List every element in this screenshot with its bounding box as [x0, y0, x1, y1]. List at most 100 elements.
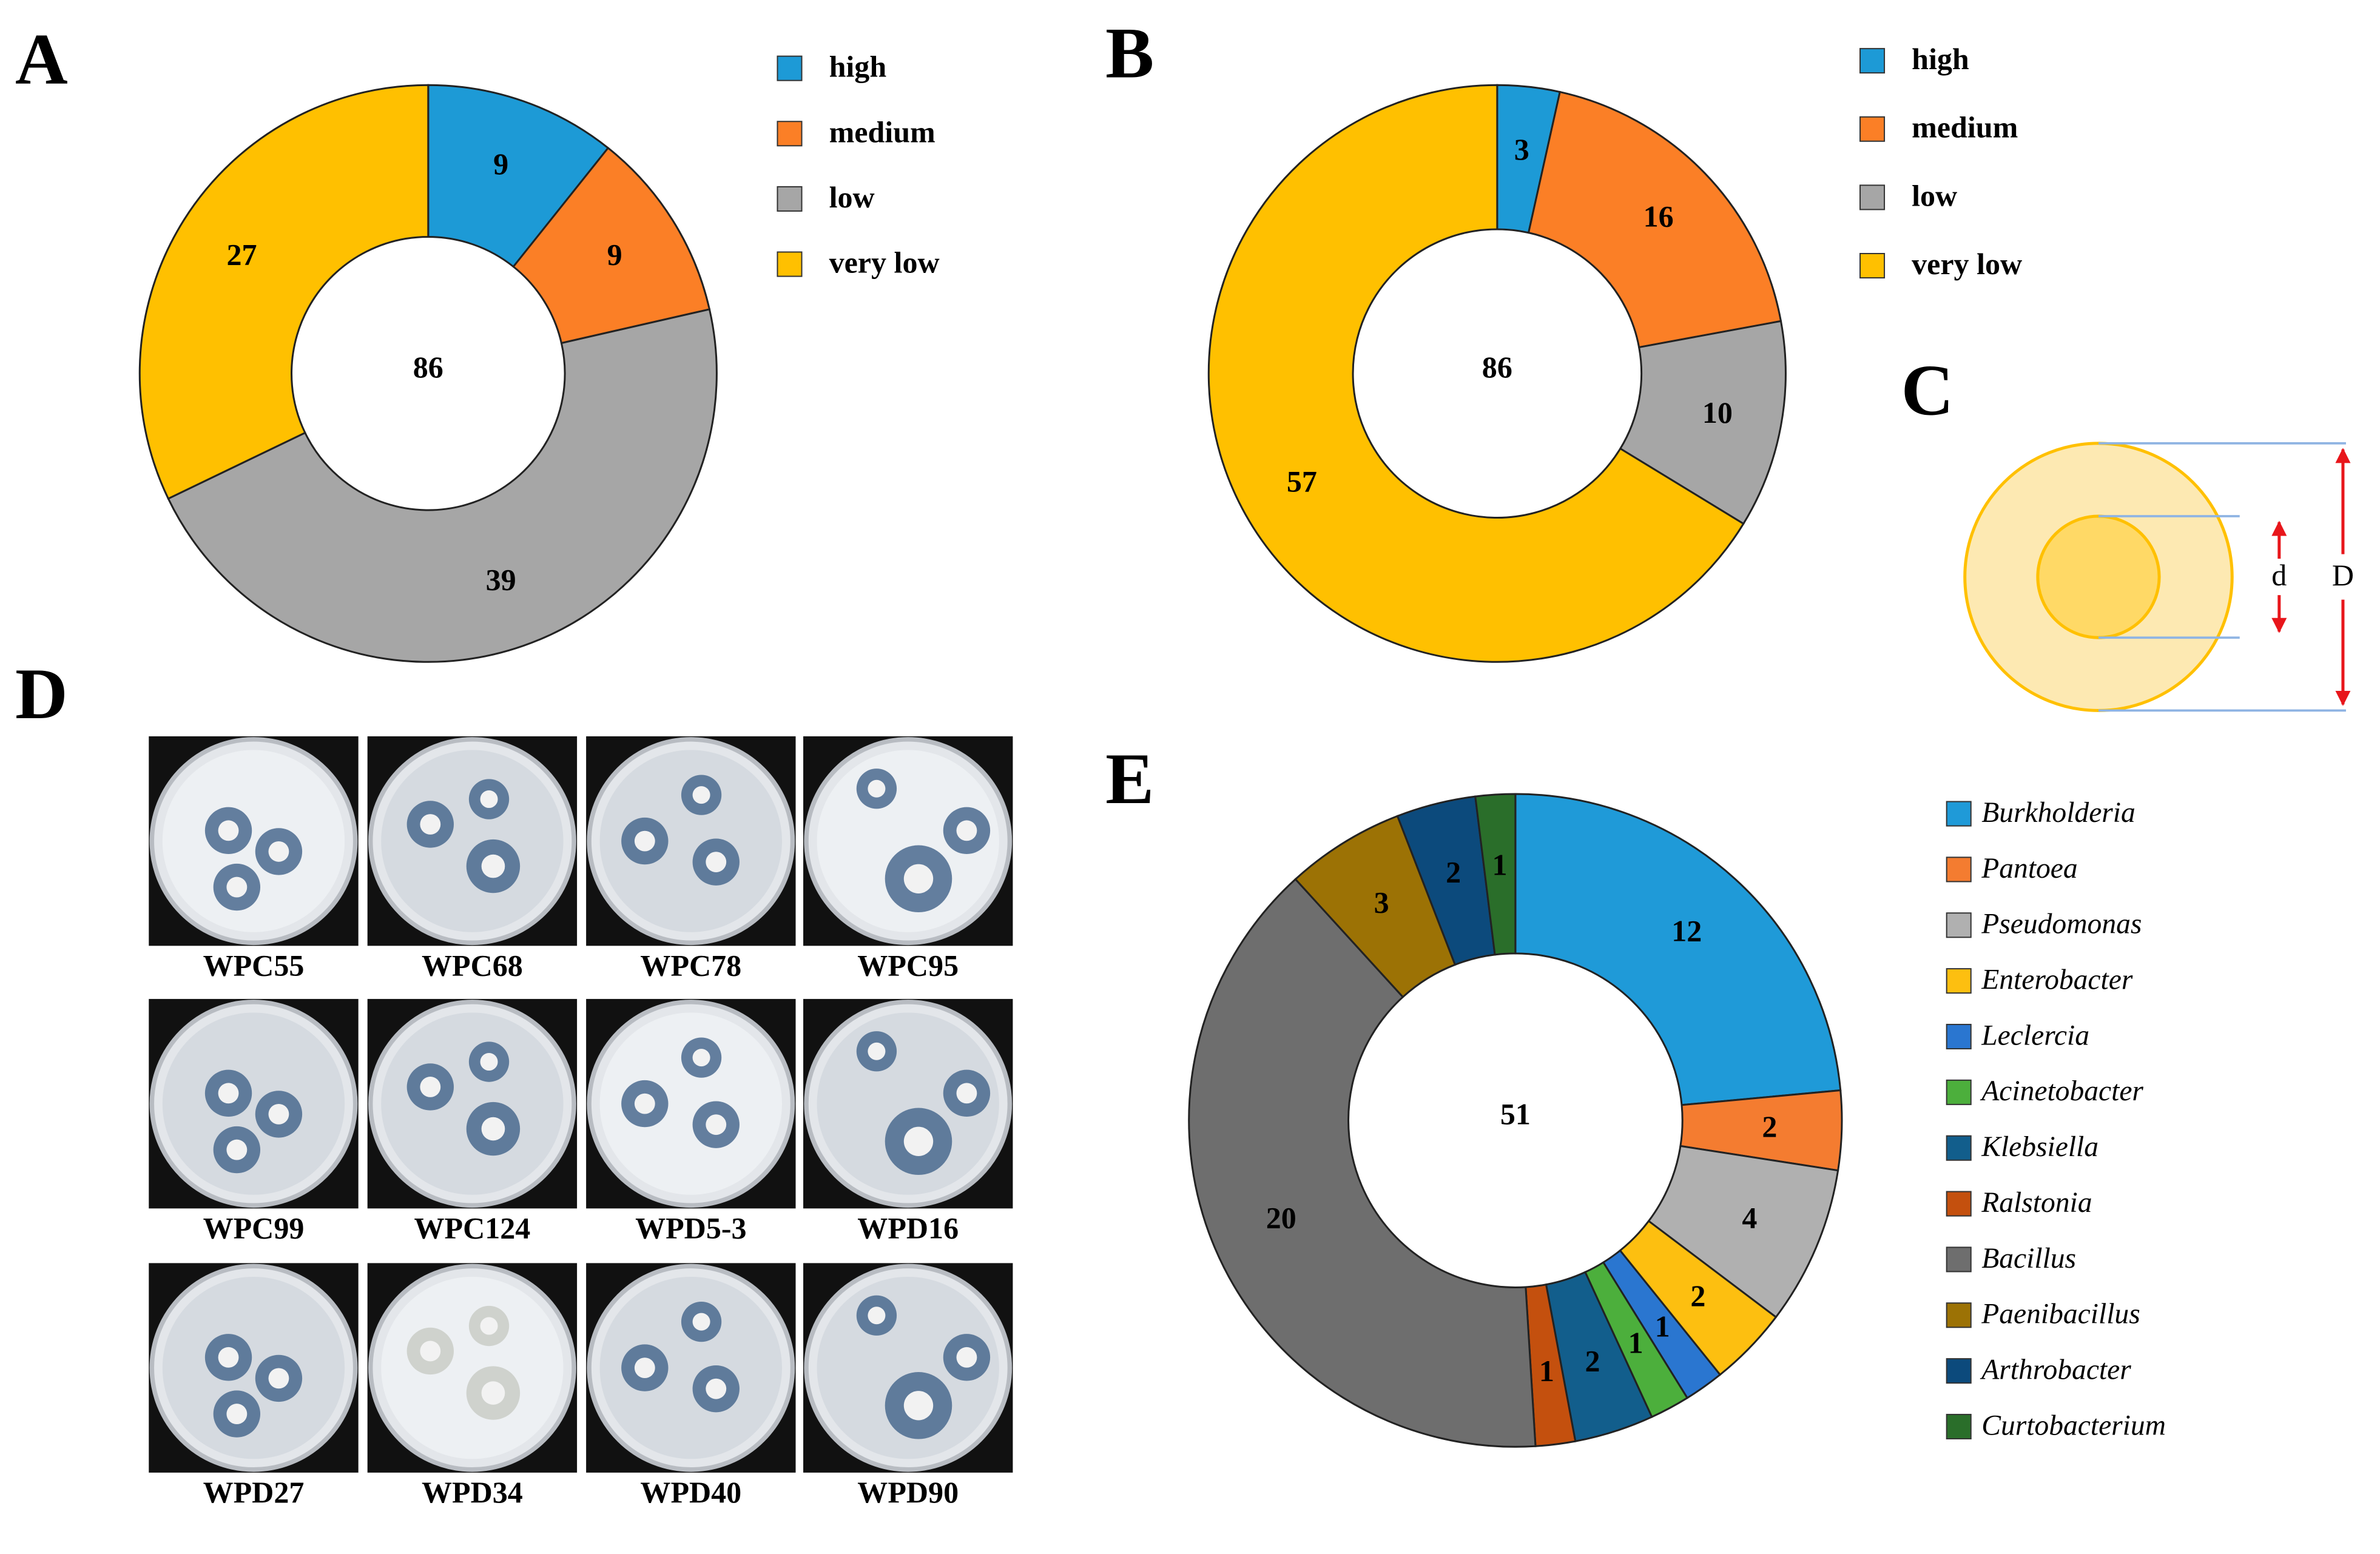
diagram-label: D — [2332, 558, 2354, 592]
legend-entry: high — [1912, 42, 1969, 76]
data-label: 9 — [493, 147, 508, 181]
photo-caption: WPC68 — [422, 948, 523, 982]
guides — [2098, 442, 2346, 712]
colony — [268, 1368, 289, 1389]
colony — [706, 1378, 727, 1399]
legend-entry: Burkholderia — [1981, 797, 2136, 829]
data-label: 12 — [1671, 913, 1702, 947]
panel-label: D — [15, 653, 68, 734]
plate-photo — [367, 1263, 578, 1473]
colony — [218, 1347, 239, 1368]
colony — [420, 1077, 441, 1097]
data-label: 4 — [1742, 1201, 1757, 1235]
legend-swatch — [1859, 116, 1886, 142]
colony — [692, 786, 710, 804]
plate-photo — [803, 736, 1013, 946]
colony — [268, 1103, 289, 1125]
colony — [903, 1391, 934, 1421]
colony — [268, 841, 289, 862]
legend-entry: very low — [1912, 247, 2022, 281]
plate-inner — [381, 1012, 564, 1195]
data-label: 20 — [1266, 1201, 1296, 1235]
legend-swatch — [1946, 1302, 1972, 1328]
data-label: 39 — [486, 562, 516, 596]
center-label: 86 — [413, 350, 443, 384]
colony — [226, 876, 248, 898]
center-label: 51 — [1500, 1097, 1531, 1131]
data-label: 16 — [1643, 199, 1674, 233]
plate-photo — [367, 736, 578, 946]
colony — [903, 1126, 934, 1156]
plate-photo — [149, 736, 359, 946]
diameter-diagram: d D — [1963, 442, 2354, 712]
legend-entry: low — [829, 180, 875, 214]
panel-label: C — [1901, 349, 1954, 430]
plate-inner — [381, 1276, 564, 1459]
plate-inner — [599, 1276, 782, 1459]
data-label: 1 — [1492, 848, 1508, 882]
plate-photo — [803, 998, 1013, 1209]
colony — [218, 820, 239, 841]
plate-photo — [149, 1263, 359, 1473]
colony — [634, 1093, 655, 1114]
colony — [481, 1381, 505, 1405]
photo-caption: WPC78 — [640, 948, 741, 982]
legend-entry: Leclercia — [1981, 1020, 2089, 1051]
plate-inner — [599, 750, 782, 932]
donut-segment — [167, 308, 718, 663]
legend-entry: medium — [1912, 110, 2018, 144]
colony — [480, 1053, 498, 1071]
legend-swatch — [1946, 801, 1972, 827]
photo-caption: WPD90 — [857, 1475, 959, 1509]
diagram-label: d — [2271, 558, 2287, 592]
arrows — [2271, 448, 2351, 706]
donut-segment — [1527, 90, 1782, 349]
plate-inner — [162, 1276, 345, 1459]
data-label: 1 — [1539, 1354, 1554, 1388]
plate-photo — [586, 998, 796, 1209]
legend-swatch — [1946, 1358, 1972, 1384]
legend-entry: Curtobacterium — [1981, 1410, 2166, 1441]
colony — [956, 820, 977, 841]
donut-segment — [1474, 793, 1517, 956]
data-label: 2 — [1585, 1344, 1600, 1378]
data-label: 57 — [1287, 464, 1317, 498]
plate-inner — [162, 750, 345, 932]
colony — [692, 1049, 710, 1067]
data-label: 2 — [1762, 1109, 1777, 1143]
legend-entry: Arthrobacter — [1980, 1354, 2131, 1386]
legend-entry: very low — [829, 246, 940, 280]
legend-swatch — [1946, 856, 1972, 883]
legend-entry: Ralstonia — [1981, 1187, 2092, 1219]
legend-entry: high — [829, 50, 887, 84]
colony — [903, 864, 934, 893]
colony — [226, 1404, 248, 1425]
data-label: 9 — [607, 238, 622, 272]
legend-swatch — [777, 186, 803, 212]
colony — [956, 1347, 977, 1368]
plate-inner — [599, 1012, 782, 1195]
data-label: 27 — [226, 238, 257, 272]
colony — [481, 1117, 505, 1141]
data-label: 10 — [1702, 395, 1733, 429]
panel-label: B — [1105, 13, 1154, 93]
photo-caption: WPD40 — [640, 1475, 741, 1509]
colony — [868, 1042, 886, 1060]
legend-entry: Paenibacillus — [1981, 1299, 2140, 1330]
plate-photo — [586, 1263, 796, 1473]
panel-label: E — [1105, 738, 1154, 819]
colony — [218, 1083, 239, 1104]
legend-entry: Acinetobacter — [1980, 1075, 2143, 1107]
donut-segment — [427, 84, 610, 268]
colony — [634, 1357, 655, 1379]
plate-inner — [381, 750, 564, 932]
legend-swatch — [1859, 48, 1886, 74]
colony — [480, 790, 498, 809]
legend-swatch — [1946, 1135, 1972, 1161]
legend-swatch — [777, 121, 803, 147]
colony — [2036, 514, 2161, 639]
photo-caption: WPC99 — [203, 1211, 305, 1245]
legend-swatch — [1946, 1079, 1972, 1105]
legend-entry: Klebsiella — [1981, 1131, 2099, 1163]
